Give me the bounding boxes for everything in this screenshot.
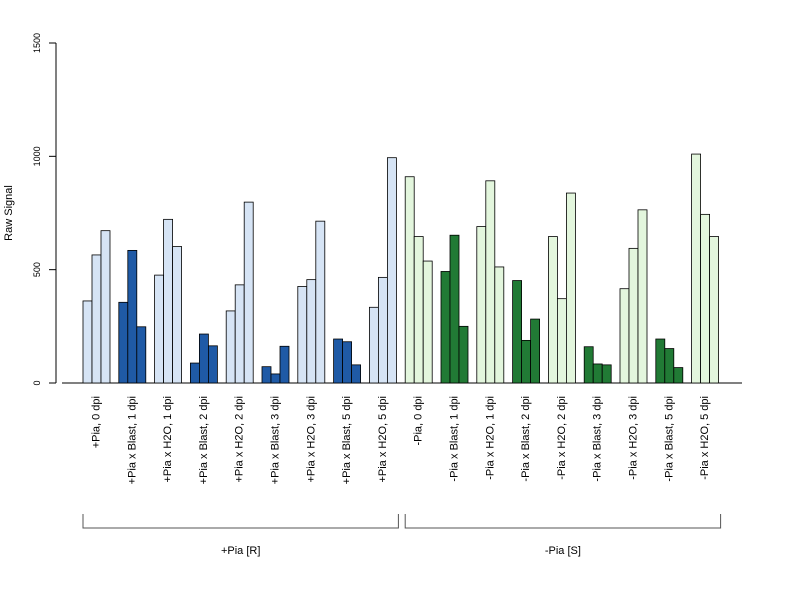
bar (548, 236, 558, 384)
bar (494, 266, 505, 384)
bar (297, 286, 308, 384)
y-tick-label: 500 (32, 262, 42, 277)
x-tick-label: +Pia x Blast, 3 dpi (270, 396, 282, 484)
bar (234, 284, 245, 384)
bar (198, 333, 209, 384)
bar (440, 271, 451, 384)
bar (709, 236, 719, 384)
y-axis-label: Raw Signal (3, 185, 15, 241)
bar (351, 364, 362, 384)
bar (664, 348, 675, 384)
bar (583, 346, 594, 384)
bar (100, 230, 111, 384)
y-tick-label: 0 (32, 380, 42, 385)
x-tick-label: -Pia x H2O, 3 dpi (628, 396, 640, 480)
bar (386, 157, 397, 384)
bar (601, 364, 612, 384)
bar (225, 310, 236, 384)
x-tick-label: +Pia, 0 dpi (91, 396, 103, 448)
group-label: +Pia [R] (221, 545, 260, 557)
bar (404, 176, 415, 384)
x-tick-label: -Pia x H2O, 2 dpi (556, 396, 568, 480)
bar-series (82, 153, 719, 384)
bar (458, 325, 469, 384)
bar (628, 247, 639, 384)
bar (566, 192, 576, 384)
bar (315, 220, 326, 384)
bar (530, 318, 540, 384)
bar (673, 367, 684, 384)
bar (207, 345, 218, 384)
group-label: -Pia [S] (545, 545, 581, 557)
bar (279, 345, 290, 384)
bar (637, 209, 648, 384)
bar (619, 288, 630, 384)
bar (449, 234, 460, 384)
bar (82, 300, 93, 384)
bar (512, 280, 522, 384)
bar (557, 298, 567, 384)
x-tick-label: -Pia x H2O, 5 dpi (699, 396, 711, 480)
y-tick-label: 1500 (32, 33, 42, 53)
bar (485, 180, 496, 384)
x-tick-label: +Pia x H2O, 1 dpi (162, 396, 174, 483)
bar (136, 326, 147, 384)
bar (592, 363, 603, 384)
x-tick-label: +Pia x Blast, 2 dpi (198, 396, 210, 484)
x-tick-label: -Pia x Blast, 5 dpi (663, 396, 675, 482)
bar (422, 260, 433, 384)
x-tick-label: +Pia x Blast, 5 dpi (341, 396, 353, 484)
group-bracket (82, 514, 399, 529)
x-tick-label: -Pia x H2O, 1 dpi (484, 396, 496, 480)
bar (261, 366, 272, 384)
x-tick-label: +Pia x H2O, 2 dpi (234, 396, 246, 483)
bar (306, 279, 317, 384)
bar (118, 301, 129, 384)
bar (154, 274, 165, 384)
x-tick-label: +Pia x H2O, 3 dpi (305, 396, 317, 483)
bar (243, 201, 254, 384)
x-tick-label: -Pia, 0 dpi (413, 396, 425, 446)
bar (691, 153, 701, 384)
group-bracket (404, 514, 722, 529)
bar (413, 236, 424, 384)
x-tick-label: -Pia x Blast, 2 dpi (520, 396, 532, 482)
x-tick-label: +Pia x Blast, 1 dpi (126, 396, 138, 484)
bar (163, 218, 174, 384)
group-brackets: +Pia [R] -Pia [S] (82, 514, 722, 557)
bar (655, 338, 666, 384)
bar (521, 339, 531, 384)
bar (333, 338, 344, 384)
x-tick-label: -Pia x Blast, 3 dpi (592, 396, 604, 482)
bar (127, 249, 138, 384)
y-tick-label: 1000 (32, 146, 42, 166)
bar (377, 276, 388, 384)
bar (91, 254, 102, 384)
bar (172, 246, 183, 384)
bar (189, 362, 200, 384)
x-tick-label: -Pia x Blast, 1 dpi (449, 396, 461, 482)
bar (368, 306, 379, 384)
bar (342, 341, 353, 384)
x-tick-labels: +Pia, 0 dpi +Pia x Blast, 1 dpi +Pia x H2O… (91, 396, 712, 484)
bar (700, 213, 710, 384)
bar (270, 373, 281, 384)
y-axis: 0 500 1000 1500 (32, 33, 57, 386)
x-tick-label: +Pia x H2O, 5 dpi (377, 396, 389, 483)
bar (476, 226, 487, 384)
